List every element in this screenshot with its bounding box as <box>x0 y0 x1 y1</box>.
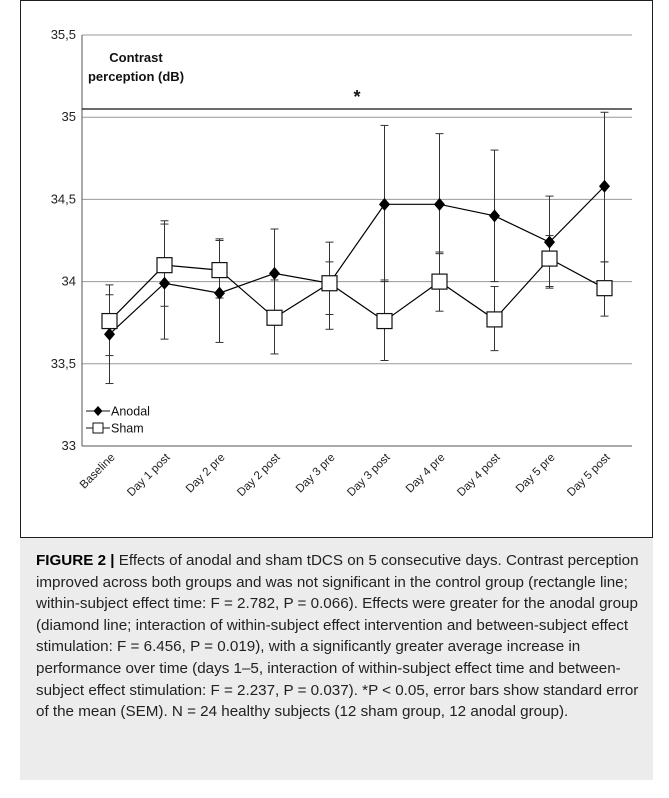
y-tick-label: 33 <box>62 438 76 453</box>
anodal-point <box>159 276 170 290</box>
y-tick-label: 34 <box>62 274 76 289</box>
y-tick-label: 35 <box>62 109 76 124</box>
sham-point <box>596 280 613 297</box>
sham-point <box>156 257 173 274</box>
sham-point <box>376 312 393 330</box>
x-category-label: Day 2 pre <box>184 452 228 496</box>
sham-point <box>211 261 228 279</box>
x-category-label: Day 5 pre <box>514 452 558 496</box>
legend-marker-sham <box>92 422 104 434</box>
anodal-point <box>434 197 445 211</box>
legend-label-anodal: Anodal <box>111 405 150 419</box>
figure: 33 33,5 34 34,5 35 35,5 Baseline Day 1 post Day … <box>20 0 653 780</box>
caption-box: FIGURE 2 | Effects of anodal and sham tD… <box>20 538 653 780</box>
sham-point <box>321 275 338 292</box>
sham-point <box>541 250 558 267</box>
x-category-label: Day 3 post <box>345 451 393 499</box>
chart-frame: 33 33,5 34 34,5 35 35,5 Baseline Day 1 post Day … <box>20 0 653 538</box>
sham-point <box>101 312 118 330</box>
legend-marker-anodal <box>93 406 103 416</box>
sham-series-line <box>109 257 605 322</box>
anodal-point <box>379 197 390 211</box>
anodal-point <box>104 327 115 341</box>
caption-text: Effects of anodal and sham tDCS on 5 con… <box>36 552 639 721</box>
x-category-label: Day 2 post <box>235 451 283 499</box>
anodal-series-line <box>109 185 605 335</box>
chart-title: Contrast <box>109 50 163 65</box>
sham-point <box>431 273 448 290</box>
y-tick-label: 35,5 <box>51 27 76 42</box>
x-category-label: Day 4 post <box>455 451 503 499</box>
x-category-label: Day 4 pre <box>404 452 448 496</box>
legend-label-sham: Sham <box>111 422 144 436</box>
significance-marker: * <box>353 87 360 107</box>
anodal-point <box>214 286 225 300</box>
sham-point <box>486 311 503 328</box>
x-category-label: Baseline <box>78 452 118 492</box>
y-tick-label: 33,5 <box>51 356 76 371</box>
anodal-point <box>269 266 280 280</box>
chart-title: perception (dB) <box>88 69 184 84</box>
figure-caption: FIGURE 2 | Effects of anodal and sham tD… <box>36 550 643 723</box>
sham-point <box>266 309 283 326</box>
anodal-point <box>599 179 610 193</box>
caption-label: FIGURE 2 | <box>36 552 115 569</box>
x-category-label: Day 1 post <box>125 451 173 499</box>
y-tick-label: 34,5 <box>51 191 76 206</box>
anodal-point <box>489 209 500 223</box>
x-category-label: Day 5 post <box>565 451 613 499</box>
anodal-point <box>544 235 555 249</box>
x-category-label: Day 3 pre <box>294 452 338 496</box>
